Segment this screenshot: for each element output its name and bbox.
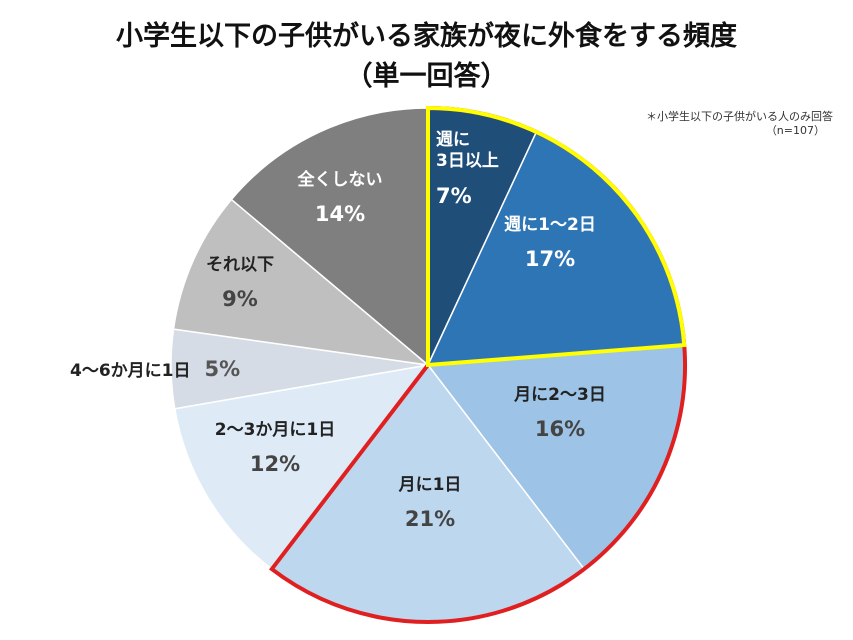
pie-slice-7 <box>172 198 431 367</box>
slice-percent: 9% <box>222 287 258 312</box>
highlight-outline-1 <box>426 105 687 368</box>
chart-title: 小学生以下の子供がいる家族が夜に外食をする頻度 <box>116 21 737 52</box>
slice-name: 月に2〜3日 <box>514 385 606 405</box>
slice-name: 4〜6か月に1日 <box>70 361 191 381</box>
slice-label-7: それ以下 9% <box>160 255 320 313</box>
slice-percent: 17% <box>524 247 576 272</box>
slice-name: 月に1日 <box>398 475 462 495</box>
slice-label-3: 月に2〜3日 16% <box>480 385 640 443</box>
slice-percent: 7% <box>436 183 472 208</box>
slice-label-8: 全くしない 14% <box>260 170 420 228</box>
slice-percent: 12% <box>249 452 301 477</box>
pie-slice-8 <box>230 107 429 367</box>
slice-label-4: 月に1日 21% <box>350 475 510 533</box>
note-respondents: ＊小学生以下の子供がいる人のみ回答 <box>646 110 833 123</box>
slice-label-5: 2〜3か月に1日 12% <box>195 420 355 478</box>
slice-name: 週に1〜2日 <box>504 215 596 235</box>
slice-name: 2〜3か月に1日 <box>214 420 336 440</box>
slice-name: 全くしない <box>297 170 383 190</box>
slice-label-2: 週に1〜2日 17% <box>470 215 630 273</box>
slice-label-6: 4〜6か月に1日 5% <box>70 356 310 382</box>
slice-percent: 14% <box>314 202 366 227</box>
slice-label-1: 週に 3日以上 7% <box>436 130 526 209</box>
chart-subtitle: （単一回答） <box>345 61 508 92</box>
note-sample-size: （n=107） <box>765 124 825 137</box>
slice-percent: 21% <box>404 507 456 532</box>
slice-percent: 5% <box>204 357 241 381</box>
slice-name: それ以下 <box>206 255 274 275</box>
slice-percent: 16% <box>534 417 586 442</box>
pie-slice-5 <box>173 363 430 571</box>
slice-name: 週に 3日以上 <box>436 130 499 172</box>
